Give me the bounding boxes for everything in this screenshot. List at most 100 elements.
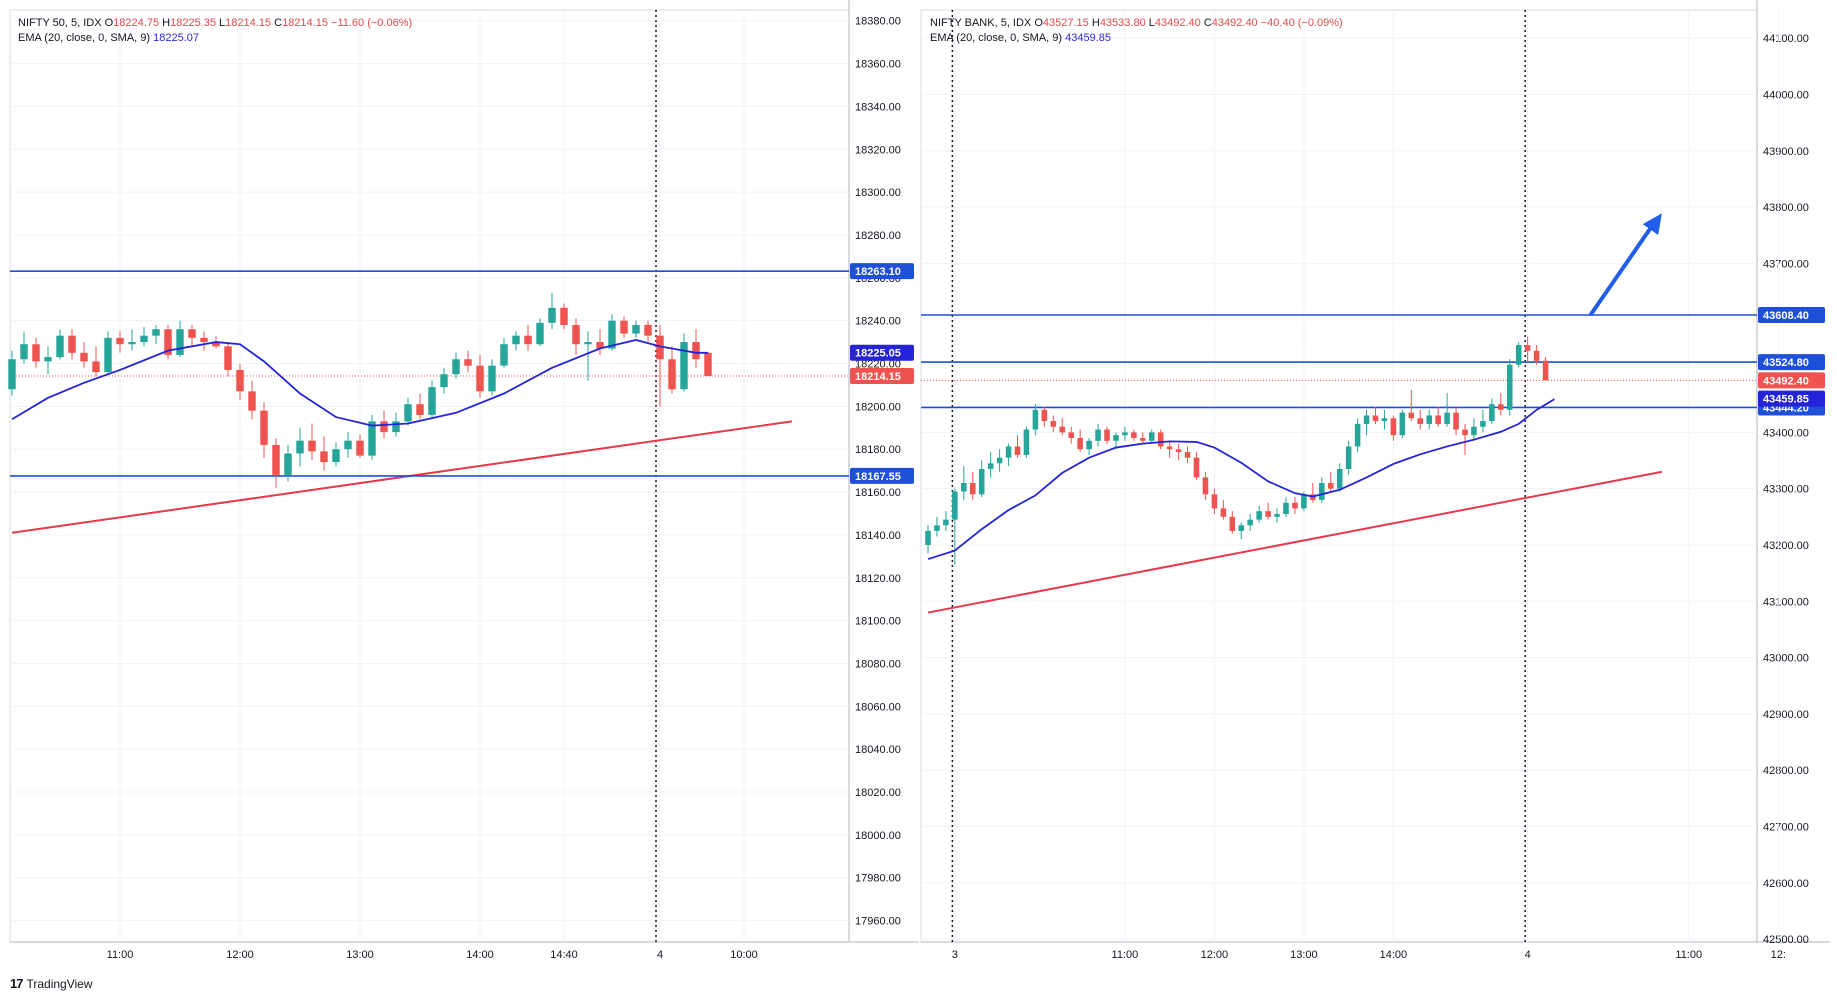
nifty-bank-candle-body[interactable] xyxy=(925,530,931,545)
nifty-bank-candle-body[interactable] xyxy=(1068,432,1074,438)
nifty-bank-candle-body[interactable] xyxy=(1059,426,1066,433)
nifty-bank-candle-body[interactable] xyxy=(969,483,976,495)
nifty-50-candle-body[interactable] xyxy=(284,453,292,475)
nifty-50-ema-line[interactable] xyxy=(11,339,708,427)
nifty-50-candle-body[interactable] xyxy=(392,421,400,433)
nifty-bank-candle-body[interactable] xyxy=(1381,418,1388,422)
nifty-50-candle-body[interactable] xyxy=(44,357,52,362)
nifty-50-candle-body[interactable] xyxy=(428,387,436,415)
nifty-bank-candle-body[interactable] xyxy=(1122,432,1128,436)
nifty-50-candle-body[interactable] xyxy=(140,335,148,343)
nifty-bank-candle-body[interactable] xyxy=(1435,415,1441,424)
nifty-50-candle-body[interactable] xyxy=(572,324,580,345)
nifty-50-candle-body[interactable] xyxy=(644,324,652,336)
nifty-50-candle-body[interactable] xyxy=(440,374,448,388)
nifty-bank-candle-body[interactable] xyxy=(996,457,1003,464)
nifty-bank-candle-body[interactable] xyxy=(1220,508,1227,517)
nifty-bank-candle-body[interactable] xyxy=(1166,446,1173,450)
nifty-bank-candle-body[interactable] xyxy=(1515,345,1522,365)
nifty-bank-candle-body[interactable] xyxy=(1256,511,1262,520)
nifty-50-candle-body[interactable] xyxy=(500,344,508,366)
tradingview-footer[interactable]: 17 TradingView xyxy=(10,976,93,991)
nifty-bank-candle-body[interactable] xyxy=(1462,429,1468,436)
nifty-bank-candle-body[interactable] xyxy=(1247,519,1253,526)
nifty-50-candle-body[interactable] xyxy=(548,307,556,323)
nifty-bank-candle-body[interactable] xyxy=(1408,412,1415,419)
nifty-bank-candle-body[interactable] xyxy=(1175,449,1182,453)
nifty-bank-candle-body[interactable] xyxy=(1005,446,1012,458)
nifty-50-candle-body[interactable] xyxy=(380,421,388,433)
nifty-bank-candle-body[interactable] xyxy=(1041,409,1048,422)
nifty-50-candle-body[interactable] xyxy=(188,329,196,338)
nifty-50-candle-body[interactable] xyxy=(704,352,712,377)
nifty-bank-candle-body[interactable] xyxy=(1014,446,1021,455)
nifty-50-candle-body[interactable] xyxy=(584,342,592,345)
nifty-50-candle-body[interactable] xyxy=(8,359,16,390)
nifty-bank-candle-body[interactable] xyxy=(1292,502,1298,509)
nifty-50-candle-body[interactable] xyxy=(116,337,124,345)
nifty-50-candle-body[interactable] xyxy=(236,369,244,392)
nifty-bank-candle-body[interactable] xyxy=(1301,494,1307,509)
nifty-bank-candle-body[interactable] xyxy=(987,463,994,469)
nifty-50-candle-body[interactable] xyxy=(152,329,160,336)
nifty-50-candle-body[interactable] xyxy=(344,440,352,450)
nifty-bank-candle-body[interactable] xyxy=(943,519,949,526)
nifty-50-candle-body[interactable] xyxy=(92,361,100,373)
nifty-bank-candle-body[interactable] xyxy=(1327,483,1334,489)
nifty-50-candle-body[interactable] xyxy=(272,444,280,475)
nifty-bank-candle-body[interactable] xyxy=(952,491,958,520)
nifty-50-candle-body[interactable] xyxy=(608,320,616,349)
nifty-bank-candle-body[interactable] xyxy=(1498,404,1504,410)
nifty-50-candle-body[interactable] xyxy=(260,410,268,445)
nifty-bank-candle-body[interactable] xyxy=(1274,514,1280,517)
nifty-bank-ema-line[interactable] xyxy=(927,398,1555,560)
nifty-bank-candle-body[interactable] xyxy=(934,525,940,531)
nifty-bank-bullish-arrow[interactable] xyxy=(1588,222,1656,317)
nifty-bank-candle-body[interactable] xyxy=(1319,483,1325,500)
nifty-bank-candle-body[interactable] xyxy=(1202,477,1209,495)
nifty-bank-candle-body[interactable] xyxy=(1390,418,1397,436)
nifty-bank-candle-body[interactable] xyxy=(1417,418,1424,424)
nifty-bank-candle-body[interactable] xyxy=(1471,426,1477,436)
nifty-bank-candle-body[interactable] xyxy=(1131,432,1137,438)
nifty-50-candle-body[interactable] xyxy=(320,451,328,463)
nifty-bank-candle-body[interactable] xyxy=(1238,525,1245,531)
nifty-bank-candle-body[interactable] xyxy=(1023,429,1030,455)
nifty-bank-candle-body[interactable] xyxy=(1399,412,1406,436)
nifty-bank-candle-body[interactable] xyxy=(1506,364,1513,410)
nifty-bank-candle-body[interactable] xyxy=(1104,429,1110,441)
nifty-bank-candle-body[interactable] xyxy=(1211,494,1218,509)
nifty-bank-candle-body[interactable] xyxy=(1453,412,1459,430)
nifty-50-candle-body[interactable] xyxy=(536,322,544,345)
nifty-50-candle-body[interactable] xyxy=(248,391,256,411)
nifty-50-candle-body[interactable] xyxy=(20,344,28,360)
nifty-bank-candle-body[interactable] xyxy=(1345,446,1352,469)
nifty-bank-candle-body[interactable] xyxy=(1077,437,1083,450)
nifty-50-candle-body[interactable] xyxy=(524,335,532,345)
nifty-50-candle-body[interactable] xyxy=(464,359,472,366)
nifty-bank-candle-body[interactable] xyxy=(1533,350,1540,361)
nifty-bank-candle-body[interactable] xyxy=(1489,404,1495,422)
nifty-bank-candle-body[interactable] xyxy=(1140,437,1146,441)
nifty-bank-candle-body[interactable] xyxy=(1095,429,1101,441)
nifty-50-candle-body[interactable] xyxy=(356,440,364,456)
nifty-50-candle-body[interactable] xyxy=(512,335,520,345)
nifty-50-candle-body[interactable] xyxy=(296,440,304,454)
nifty-50-candle-body[interactable] xyxy=(596,342,604,349)
nifty-bank-candle-body[interactable] xyxy=(1193,457,1200,478)
nifty-bank-candle-body[interactable] xyxy=(1354,423,1361,447)
nifty-50-candle-body[interactable] xyxy=(212,342,220,347)
nifty-bank-candle-body[interactable] xyxy=(1265,511,1271,517)
nifty-50-candle-body[interactable] xyxy=(620,320,628,334)
nifty-50-candle-body[interactable] xyxy=(632,324,640,334)
nifty-50-chart[interactable]: 18380.00 18360.00 18340.00 18320.00 18300.00… xyxy=(8,0,919,961)
nifty-50-candle-body[interactable] xyxy=(176,329,184,355)
nifty-bank-candle-body[interactable] xyxy=(1283,502,1289,515)
nifty-50-candle-body[interactable] xyxy=(224,346,232,370)
nifty-50-candle-body[interactable] xyxy=(656,335,664,360)
nifty-bank-candle-body[interactable] xyxy=(1229,516,1236,531)
nifty-50-candle-body[interactable] xyxy=(416,404,424,415)
nifty-bank-chart[interactable]: 44100.00 44000.00 43900.00 43800.00 43700.00… xyxy=(920,0,1830,961)
nifty-50-candle-body[interactable] xyxy=(476,365,484,392)
